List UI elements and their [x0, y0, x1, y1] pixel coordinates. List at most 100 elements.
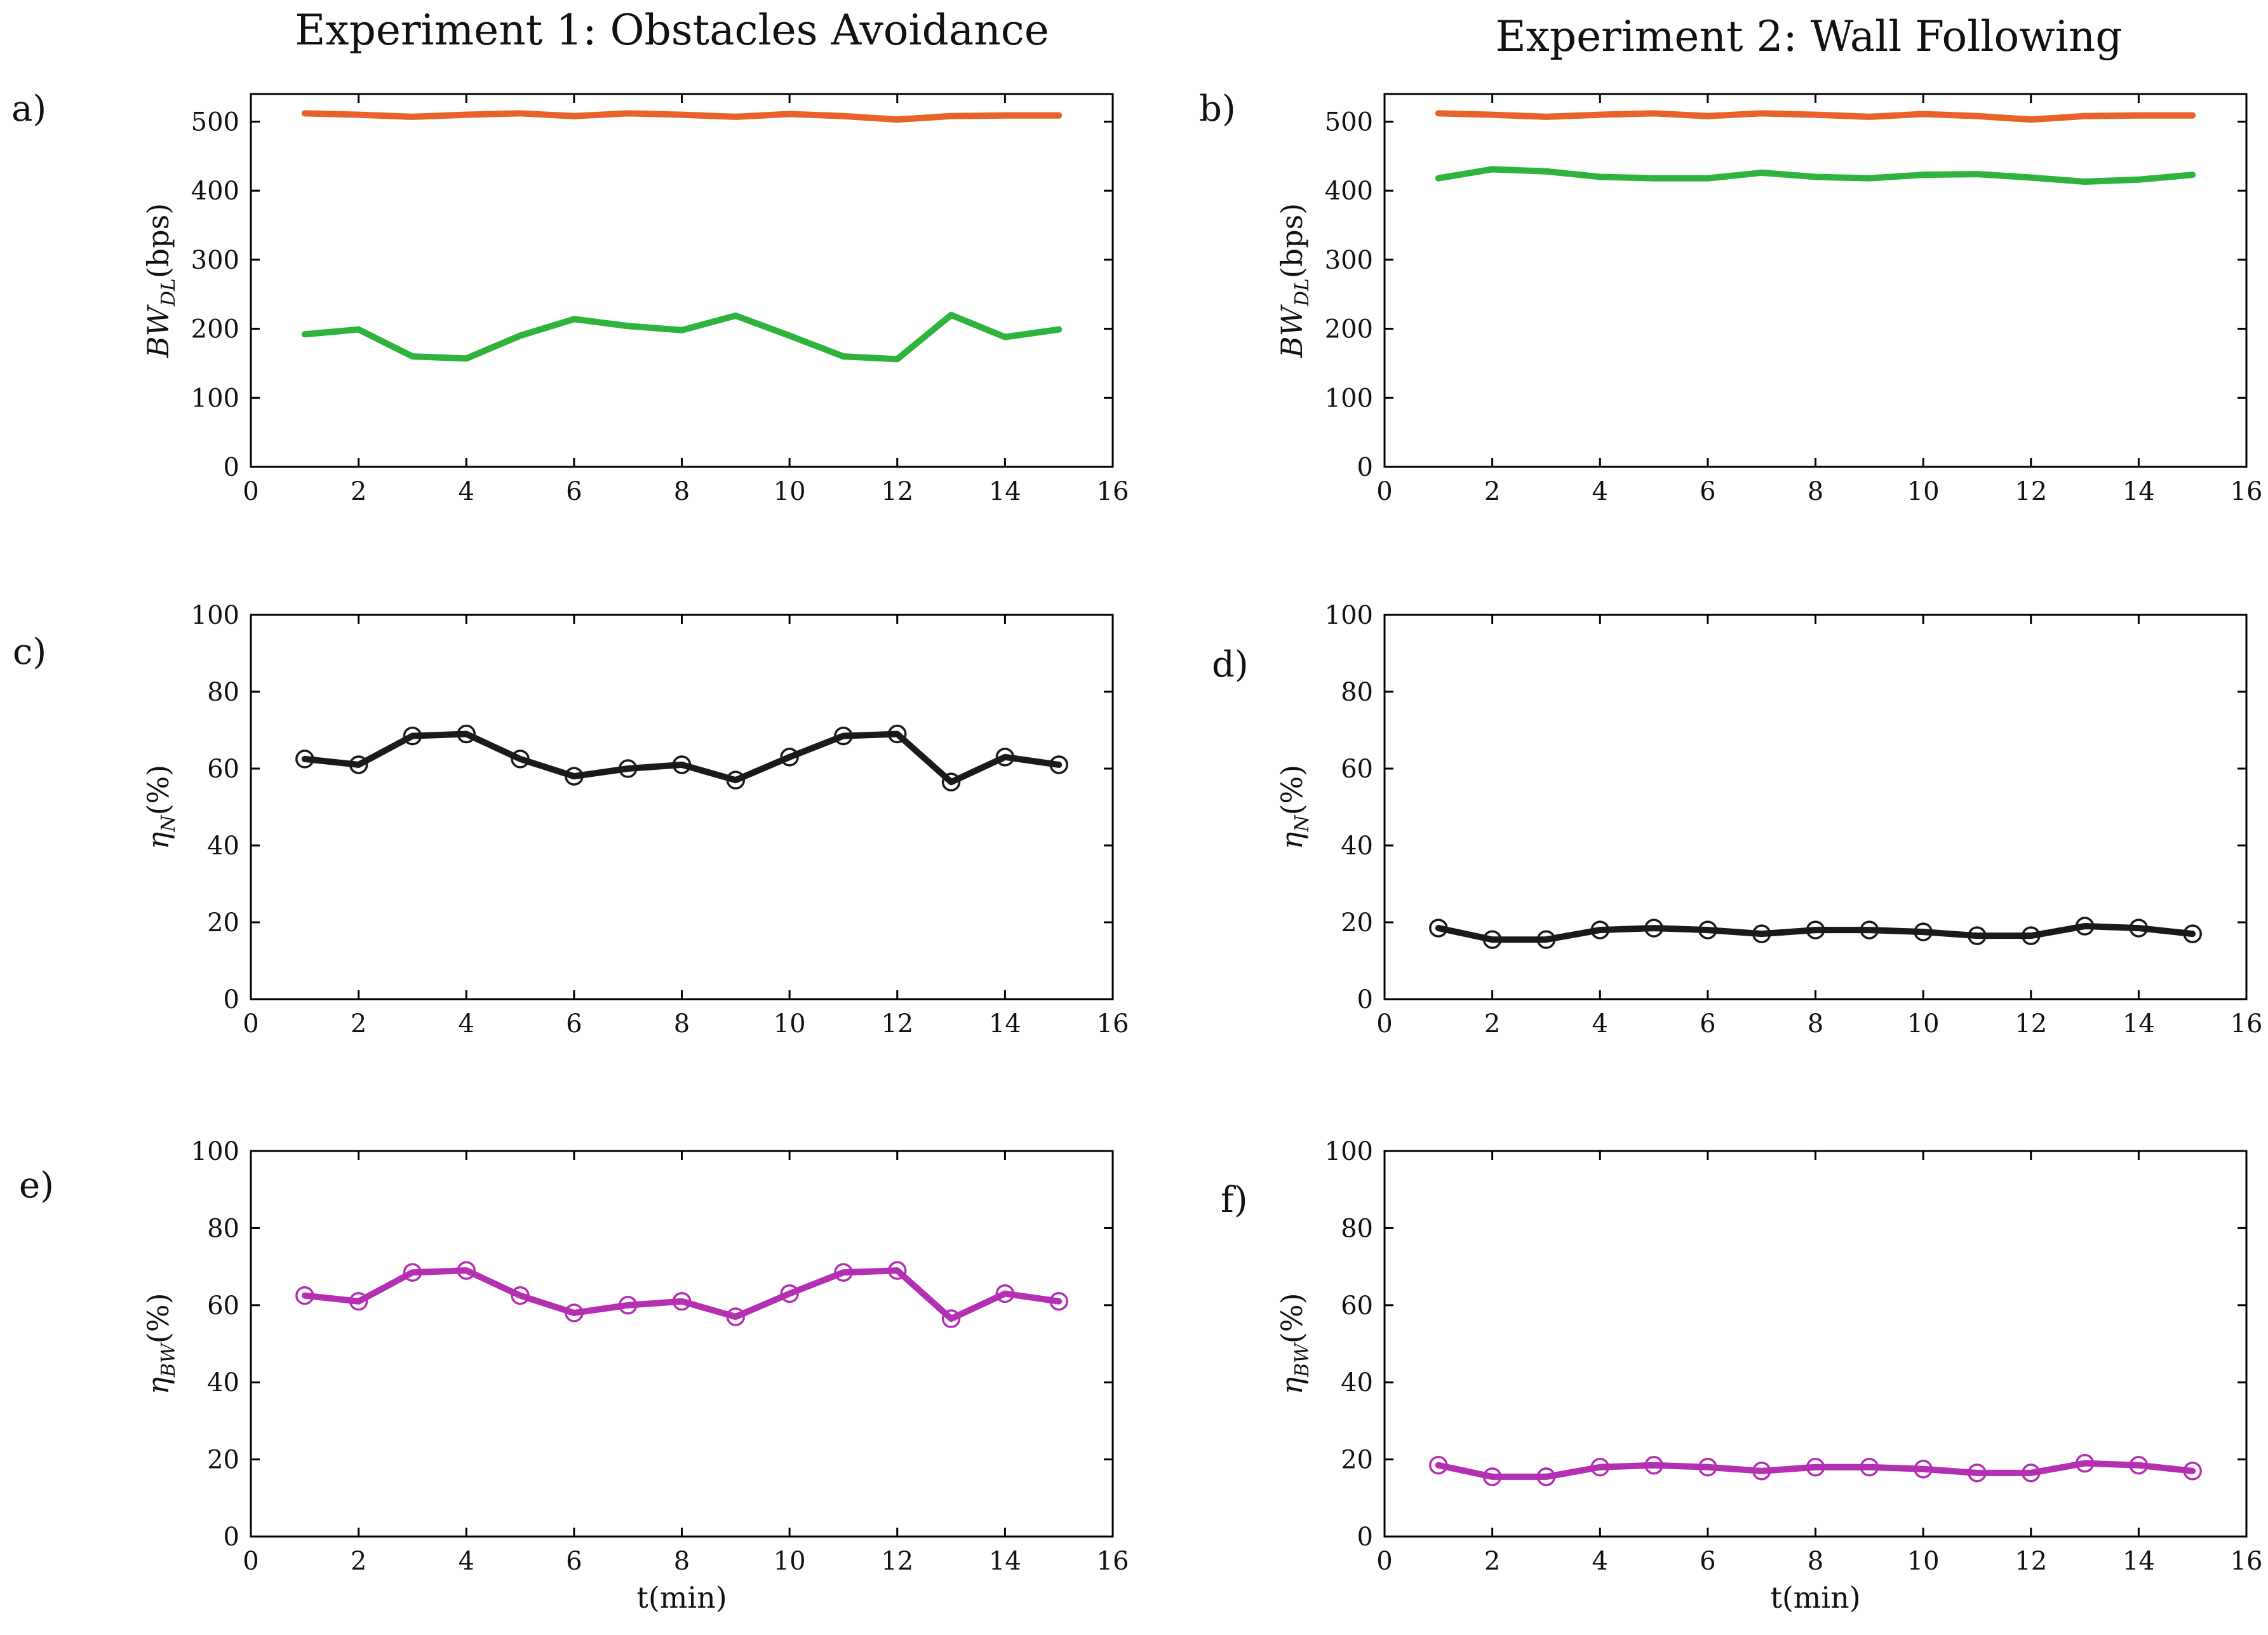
- y-tick-label: 0: [224, 985, 239, 1014]
- x-tick-label: 8: [1808, 1547, 1823, 1576]
- y-tick-label: 40: [1341, 831, 1373, 861]
- x-tick-label: 16: [2231, 1009, 2263, 1039]
- y-tick-label: 60: [1341, 1291, 1373, 1321]
- x-tick-label: 16: [1097, 1547, 1129, 1576]
- data-point-marker: [1860, 1457, 1879, 1477]
- panel-d: d) 0 2 4 6 8 10 12 14 16 0 20 40 60 80 100 ηN(%): [1212, 601, 2262, 1039]
- y-tick-label: 0: [1357, 985, 1373, 1014]
- y-tick-label: 300: [1325, 246, 1373, 275]
- x-tick-label: 12: [881, 1009, 913, 1039]
- data-point-marker: [1429, 918, 1448, 938]
- x-tick-label: 8: [1808, 477, 1823, 506]
- x-tick-label: 2: [351, 477, 366, 506]
- x-tick-label: 4: [459, 1009, 474, 1039]
- x-tick-label: 2: [351, 1547, 366, 1576]
- data-point-marker: [1752, 1462, 1771, 1481]
- x-tick-label: 4: [459, 477, 474, 506]
- data-point-marker: [1482, 930, 1502, 949]
- x-tick-label: 6: [1700, 1547, 1715, 1576]
- panel-c: c) 0 2 4 6 8 10 12 14 16 0 20 40 60 80 100 ηN(%): [13, 601, 1129, 1039]
- data-point-marker: [780, 1284, 799, 1303]
- data-point-marker: [995, 748, 1015, 767]
- x-tick-label: 14: [2123, 1547, 2155, 1576]
- x-tick-label: 10: [774, 1009, 806, 1039]
- x-tick-label: 4: [1592, 1547, 1608, 1576]
- y-tick-label: 40: [207, 1368, 239, 1397]
- y-tick-label: 200: [1325, 315, 1373, 344]
- y-tick-label: 20: [207, 1446, 239, 1475]
- data-point-marker: [1860, 920, 1879, 939]
- x-tick-label: 2: [1484, 1547, 1500, 1576]
- data-point-marker: [672, 1291, 692, 1311]
- data-point-marker: [349, 755, 368, 774]
- x-tick-label: 6: [566, 1009, 582, 1039]
- data-point-marker: [1482, 1467, 1502, 1486]
- axes-frame-b: [1383, 93, 2248, 468]
- y-tick-label: 300: [191, 246, 239, 275]
- data-point-marker: [403, 726, 422, 746]
- x-tick-label: 16: [2231, 1547, 2263, 1576]
- data-point-marker: [1968, 926, 1987, 945]
- x-tick-label: 12: [2015, 477, 2047, 506]
- y-tick-label: 100: [1325, 384, 1373, 413]
- series-line-eta_N-c: [301, 730, 1063, 786]
- series-line-eta_BW-f: [1435, 1460, 2196, 1480]
- y-tick-label: 80: [1341, 678, 1373, 707]
- axes-frame-c: [250, 614, 1114, 1000]
- data-point-marker: [1806, 920, 1825, 939]
- panel-label-f: f): [1221, 1180, 1248, 1221]
- panel-label-d: d): [1212, 644, 1249, 685]
- column-title-experiment-2: Experiment 2: Wall Following: [1495, 12, 2122, 61]
- column-title-experiment-1: Experiment 1: Obstacles Avoidance: [295, 6, 1049, 55]
- data-point-marker: [349, 1291, 368, 1311]
- series-line-eta_N-d: [1435, 923, 2196, 943]
- data-point-marker: [2183, 924, 2202, 943]
- y-tick-label: 500: [1325, 107, 1373, 137]
- data-point-marker: [834, 726, 853, 746]
- y-tick-label: 500: [191, 107, 239, 137]
- series-line-orange-b: [1435, 110, 2196, 123]
- panel-a: a) 0 2 4 6 8 10 12 14 16 0 100 200 300 400 500 BWDL(bps): [11, 88, 1129, 506]
- y-tick-label: 200: [191, 315, 239, 344]
- panel-f: f) 0 2 4 6 8 10 12 14 16 0 20 40 60 80 100 ηBW(%) t(min): [1221, 1137, 2262, 1615]
- x-tick-label: 8: [674, 1547, 690, 1576]
- x-tick-label: 12: [2015, 1547, 2047, 1576]
- y-tick-label: 40: [207, 831, 239, 861]
- series-line-eta_BW-e: [301, 1267, 1063, 1322]
- y-tick-label: 100: [191, 1137, 239, 1166]
- x-axis-label-f: t(min): [1770, 1580, 1860, 1615]
- x-tick-label: 4: [459, 1547, 474, 1576]
- x-tick-label: 0: [1376, 1009, 1392, 1039]
- series-line-green-b: [1435, 166, 2196, 185]
- x-tick-label: 14: [2123, 1009, 2155, 1039]
- y-tick-label: 400: [1325, 177, 1373, 206]
- data-point-marker: [2129, 1455, 2149, 1475]
- y-tick-label: 100: [1325, 601, 1373, 630]
- data-point-marker: [2022, 926, 2041, 945]
- panel-e: e) 0 2 4 6 8 10 12 14 16 0 20 40 60 80 100 ηBW(%) t(min): [19, 1137, 1129, 1615]
- data-point-marker: [1968, 1463, 1987, 1483]
- data-point-marker: [1806, 1457, 1825, 1477]
- y-axis-label-b: BWDL(bps): [1275, 203, 1313, 358]
- data-point-marker: [1049, 755, 1068, 774]
- axes-frame-a: [250, 93, 1114, 468]
- data-point-marker: [1049, 1291, 1068, 1311]
- data-point-marker: [995, 1284, 1015, 1303]
- panel-label-c: c): [13, 631, 46, 673]
- x-tick-label: 16: [1097, 1009, 1129, 1039]
- data-point-marker: [618, 1296, 638, 1315]
- y-tick-label: 80: [1341, 1214, 1373, 1243]
- data-point-marker: [1536, 1467, 1556, 1486]
- data-point-marker: [2183, 1462, 2202, 1481]
- data-point-marker: [457, 1261, 476, 1280]
- x-tick-label: 6: [566, 1547, 582, 1576]
- x-tick-label: 4: [1592, 477, 1608, 506]
- y-axis-label-a: BWDL(bps): [141, 203, 180, 358]
- data-point-marker: [1644, 918, 1663, 938]
- x-tick-label: 8: [674, 1009, 690, 1039]
- x-tick-label: 2: [1484, 477, 1500, 506]
- data-point-marker: [941, 772, 961, 791]
- x-tick-label: 0: [243, 1009, 258, 1039]
- x-tick-label: 2: [351, 1009, 366, 1039]
